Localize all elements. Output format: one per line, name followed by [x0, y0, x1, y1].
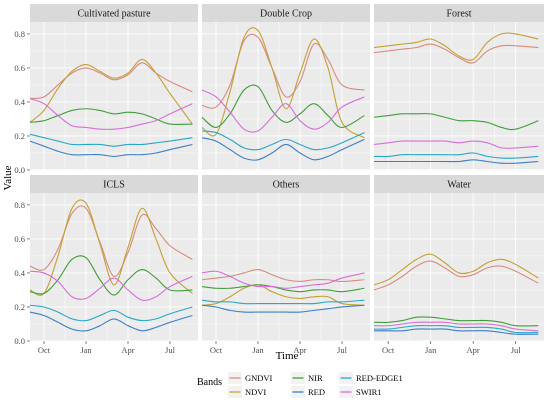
panel-strip	[30, 175, 198, 193]
series-line-ndvi	[201, 284, 365, 306]
legend-label: NIR	[308, 373, 323, 383]
y-tick-label: 0.6	[14, 234, 25, 244]
panel-title: Water	[447, 180, 471, 191]
legend: Bands GNDVI NDVI NIR RED RED-EDGE1 SWIR1	[197, 372, 403, 398]
x-tick-label: Oct	[382, 345, 395, 355]
series-line-red-edge1	[29, 133, 193, 147]
series-line-nir	[29, 108, 193, 125]
panel: Double Crop	[201, 4, 370, 171]
y-tick-label: 0.8	[14, 29, 25, 39]
y-tick-label: 0.0	[14, 165, 25, 175]
series-line-red	[201, 304, 365, 313]
series-line-swir1	[201, 89, 365, 133]
x-tick-label: Oct	[38, 345, 51, 355]
y-tick-label: 0.2	[14, 302, 25, 312]
legend-label: NDVI	[245, 387, 266, 397]
legend-label: SWIR1	[356, 387, 382, 397]
legend-label: RED	[308, 387, 325, 397]
series-line-nir	[201, 84, 365, 129]
panel-title: ICLS	[103, 180, 125, 191]
panel-title: Cultivated pasture	[77, 9, 151, 20]
x-axis-title: Time	[276, 350, 299, 362]
x-tick-label: Jan	[425, 345, 437, 355]
series-line-red	[201, 137, 365, 161]
y-tick-label: 0.2	[14, 131, 25, 141]
panel: ICLS	[29, 175, 198, 342]
series-line-red-edge1	[201, 299, 365, 305]
x-tick-label: Jan	[252, 345, 264, 355]
series-line-red-edge1	[373, 325, 539, 334]
y-axis-title: Value	[2, 165, 14, 190]
panel: Cultivated pasture	[29, 4, 198, 171]
x-tick-label: Apr	[121, 345, 134, 355]
y-tick-label: 0.6	[14, 63, 25, 73]
x-tick-label: Jul	[511, 345, 522, 355]
x-tick-label: Apr	[467, 345, 480, 355]
series-line-swir1	[29, 270, 193, 301]
series-line-red	[29, 140, 193, 157]
series-line-ndvi	[29, 58, 193, 125]
x-tick-label: Apr	[293, 345, 306, 355]
panel: Forest	[373, 4, 544, 171]
series-line-ndvi	[201, 27, 365, 139]
series-line-gndvi	[373, 260, 539, 291]
series-line-swir1	[29, 98, 193, 130]
x-tick-label: Jul	[165, 345, 176, 355]
series-line-gndvi	[373, 43, 539, 64]
series-line-nir	[201, 284, 365, 293]
panel-background	[202, 193, 370, 341]
series-line-ndvi	[373, 32, 539, 61]
series-line-gndvi	[29, 205, 193, 277]
chart-panels: Cultivated pasture Double Crop Forest ICLS O…	[29, 4, 544, 342]
series-line-swir1	[373, 140, 539, 149]
series-line-gndvi	[201, 33, 365, 109]
panel: Water	[373, 175, 544, 342]
series-line-red-edge1	[29, 304, 193, 322]
series-line-red	[373, 159, 539, 164]
series-line-red-edge1	[373, 152, 539, 159]
y-tick-label: 0.8	[14, 200, 25, 210]
y-tick-label: 0.4	[14, 268, 25, 278]
series-line-swir1	[201, 270, 365, 289]
x-tick-label: Oct	[210, 345, 223, 355]
panel-strip	[374, 175, 544, 193]
series-line-gndvi	[201, 268, 365, 283]
series-line-swir1	[373, 321, 539, 332]
series-line-nir	[373, 316, 539, 327]
y-tick-label: 0.4	[14, 97, 25, 107]
panel-background	[374, 193, 544, 341]
x-tick-label: Jul	[337, 345, 348, 355]
series-line-ndvi	[29, 199, 193, 296]
panel-strip	[202, 4, 370, 22]
legend-label: GNDVI	[245, 373, 273, 383]
chart-axes: 0.0 0.2 0.4 0.6 0.8 0.0 0.2 0.4 0.6 0.8 Oct Jan Apr J…	[14, 29, 521, 355]
y-tick-label: 0.0	[14, 336, 25, 346]
series-line-red	[29, 311, 193, 332]
legend-title: Bands	[197, 377, 222, 388]
series-line-ndvi	[373, 253, 539, 286]
panel-title: Forest	[447, 9, 472, 20]
x-tick-label: Jan	[80, 345, 92, 355]
panel-strip	[202, 175, 370, 193]
panel-title: Others	[273, 180, 300, 191]
legend-label: RED-EDGE1	[356, 373, 403, 383]
panel-background	[30, 22, 198, 170]
series-line-nir	[373, 113, 539, 131]
panel-title: Double Crop	[260, 9, 312, 20]
panel: Others	[201, 175, 370, 342]
panel-strip	[30, 4, 198, 22]
panel-strip	[374, 4, 544, 22]
series-line-red	[374, 328, 539, 335]
series-line-red-edge1	[201, 130, 365, 151]
